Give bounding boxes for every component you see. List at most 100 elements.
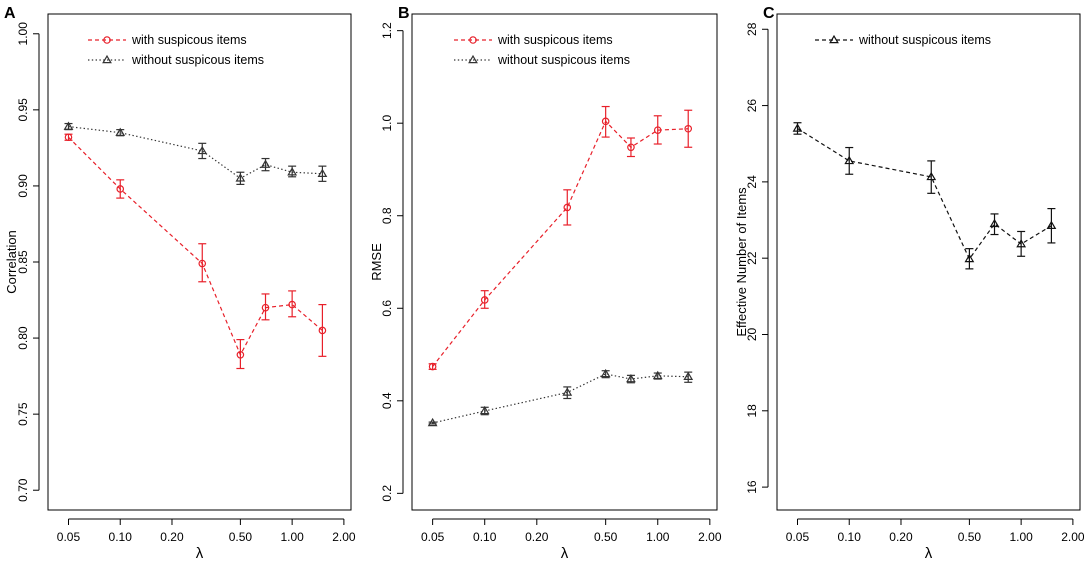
- data-point-a: [116, 185, 125, 193]
- data-point-a: [318, 326, 327, 335]
- data-point-a: [261, 303, 270, 312]
- y-tick-label-c: 24: [745, 175, 759, 189]
- data-point-c: [1016, 238, 1027, 248]
- panel-tag-c: C: [763, 5, 775, 22]
- x-tick-label-c: 0.05: [786, 530, 810, 544]
- y-tick-label-b: 1.0: [380, 115, 394, 132]
- y-axis-label-b: RMSE: [369, 243, 384, 281]
- y-tick-label-a: 1.00: [16, 22, 30, 46]
- y-axis-label-a: Correlation: [4, 230, 19, 294]
- legend-label-a: with suspicous items: [131, 33, 247, 47]
- y-tick-label-c: 22: [745, 251, 759, 265]
- panel-b: B 0.05 0.10 0.20 0.50 1.00 2.00 λ 0.2 0.4 0.6 0.8 1.…: [369, 5, 722, 562]
- y-tick-label-a: 0.75: [16, 402, 30, 426]
- data-point-c: [844, 155, 855, 165]
- legend-label-c: without suspicous items: [858, 33, 991, 47]
- legend-marker-b: [469, 36, 477, 44]
- series-b-1: [428, 105, 693, 371]
- y-tick-label-a: 0.85: [16, 250, 30, 274]
- x-tick-label-b: 2.00: [698, 530, 722, 544]
- x-axis-label-b: λ: [561, 545, 569, 562]
- data-point-b: [653, 126, 662, 134]
- data-point-a: [64, 133, 73, 142]
- x-tick-label-a: 0.05: [57, 530, 81, 544]
- y-tick-label-a: 0.70: [16, 478, 30, 502]
- x-axis-label-c: λ: [925, 545, 933, 562]
- x-tick-label-a: 0.50: [229, 530, 253, 544]
- data-point-b: [601, 117, 610, 126]
- data-point-c: [1046, 220, 1057, 229]
- x-tick-label-c: 0.10: [838, 530, 862, 544]
- data-point-b: [480, 296, 489, 304]
- x-tick-label-b: 1.00: [646, 530, 670, 544]
- x-tick-label-a: 1.00: [280, 530, 304, 544]
- y-tick-label-c: 26: [745, 99, 759, 113]
- legend-marker-b: [468, 54, 478, 64]
- legend-c: without suspicous items: [815, 33, 991, 47]
- y-axis-label-c: Effective Number of Items: [734, 187, 749, 337]
- data-point-a: [236, 351, 245, 359]
- data-point-a: [317, 168, 328, 178]
- panel-a: A 0.05 0.10 0.20 0.50 1.00 2.00 λ 0.70 0.75 0.80 0.…: [4, 5, 356, 562]
- data-point-c: [964, 253, 975, 263]
- y-tick-label-c: 16: [745, 480, 759, 494]
- data-point-c: [792, 123, 803, 132]
- x-tick-label-c: 2.00: [1061, 530, 1084, 544]
- plot-frame-a: [47, 13, 352, 511]
- series-line-a-1: [68, 136, 323, 357]
- data-point-a: [197, 145, 208, 155]
- x-tick-label-a: 2.00: [332, 530, 356, 544]
- series-b-2: [427, 368, 694, 427]
- legend-a: with suspicous items without suspicous it…: [88, 33, 264, 67]
- panel-tag-b: B: [398, 5, 410, 22]
- series-line-b-2: [432, 373, 689, 424]
- data-point-b: [627, 143, 635, 152]
- x-tick-label-b: 0.20: [525, 530, 549, 544]
- y-tick-label-a: 0.80: [16, 326, 30, 350]
- legend-label-b: with suspicous items: [497, 33, 613, 47]
- series-line-b-1: [432, 120, 689, 367]
- data-point-b: [684, 124, 693, 133]
- legend-marker-c: [829, 34, 839, 44]
- data-point-a: [235, 173, 246, 182]
- data-point-b: [683, 371, 694, 380]
- data-point-b: [600, 368, 611, 378]
- y-tick-label-b: 0.8: [380, 207, 394, 224]
- data-point-a: [287, 167, 298, 176]
- series-a-2: [63, 121, 328, 186]
- legend-label-a: without suspicous items: [131, 53, 264, 67]
- data-point-b: [563, 203, 572, 212]
- series-line-a-2: [68, 125, 323, 180]
- series-c-1: [792, 122, 1057, 270]
- data-point-c: [989, 218, 1000, 228]
- data-point-a: [63, 121, 74, 130]
- y-tick-label-b: 0.6: [380, 300, 394, 317]
- x-tick-label-b: 0.05: [421, 530, 445, 544]
- y-tick-label-b: 0.4: [380, 392, 394, 409]
- y-tick-label-b: 1.2: [380, 22, 394, 39]
- data-point-b: [427, 417, 438, 427]
- data-point-b: [428, 362, 437, 371]
- series-line-c-1: [797, 127, 1052, 261]
- data-point-a: [198, 259, 207, 268]
- x-tick-label-a: 0.20: [160, 530, 184, 544]
- series-a-1: [64, 133, 327, 370]
- legend-marker-a: [103, 36, 111, 44]
- data-point-c: [926, 171, 937, 181]
- x-tick-label-b: 0.50: [594, 530, 618, 544]
- data-point-a: [115, 127, 126, 136]
- x-tick-label-b: 0.10: [473, 530, 497, 544]
- y-tick-label-a: 0.90: [16, 174, 30, 198]
- legend-b: with suspicous items without suspicous it…: [454, 33, 630, 67]
- y-tick-label-a: 0.95: [16, 98, 30, 122]
- legend-marker-a: [102, 54, 112, 64]
- panel-c: C 0.05 0.10 0.20 0.50 1.00 2.00 λ 16 18 20 22 24 26 28…: [734, 5, 1084, 562]
- y-tick-label-b: 0.2: [380, 485, 394, 502]
- y-tick-label-c: 18: [745, 404, 759, 418]
- y-tick-label-c: 20: [745, 327, 759, 341]
- data-point-b: [652, 370, 663, 380]
- panel-tag-a: A: [4, 5, 16, 22]
- x-tick-label-c: 0.20: [889, 530, 913, 544]
- data-point-b: [562, 387, 573, 396]
